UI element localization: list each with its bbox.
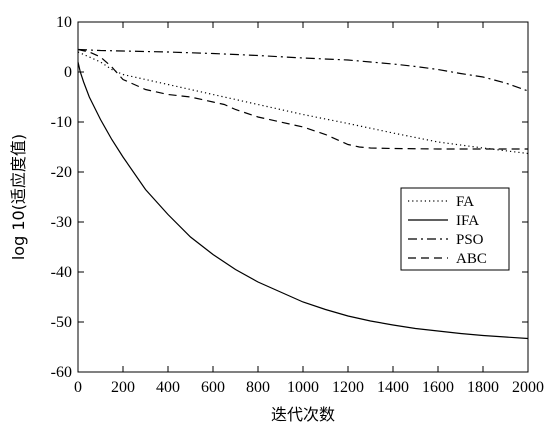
y-tick-label: -20	[51, 164, 72, 181]
series-line-ifa	[77, 61, 529, 340]
x-tick-label: 0	[74, 379, 82, 396]
legend-label-abc: ABC	[456, 251, 487, 267]
x-tick-label: 600	[201, 379, 225, 396]
x-tick-label: 1400	[377, 379, 409, 396]
x-tick-label: 1600	[422, 379, 454, 396]
legend: FA IFA PSO ABC	[400, 187, 510, 271]
legend-label-ifa: IFA	[456, 213, 479, 229]
x-tick-label: 2000	[512, 379, 544, 396]
y-tick-label: -10	[51, 114, 72, 131]
x-tick-label: 200	[111, 379, 135, 396]
y-tick-label: -30	[51, 214, 72, 231]
legend-label-pso: PSO	[456, 232, 484, 248]
y-tick-label: 10	[56, 14, 72, 31]
x-tick-label: 1200	[332, 379, 364, 396]
x-tick-label: 1800	[467, 379, 499, 396]
series-line-fa	[77, 51, 529, 155]
y-tick-label: -40	[51, 264, 72, 281]
x-tick-label: 800	[246, 379, 270, 396]
legend-box	[400, 187, 510, 271]
y-tick-label: -50	[51, 314, 72, 331]
y-axis-label: log 10(适应度值)	[9, 134, 28, 260]
series-line-pso	[77, 48, 529, 92]
legend-label-fa: FA	[456, 194, 474, 210]
x-tick-label: 1000	[287, 379, 319, 396]
y-tick-label: 0	[64, 64, 72, 81]
x-axis-label: 迭代次数	[271, 405, 335, 424]
x-tick-label: 400	[156, 379, 180, 396]
series-line-abc	[77, 48, 528, 150]
y-tick-label: -60	[51, 364, 72, 381]
